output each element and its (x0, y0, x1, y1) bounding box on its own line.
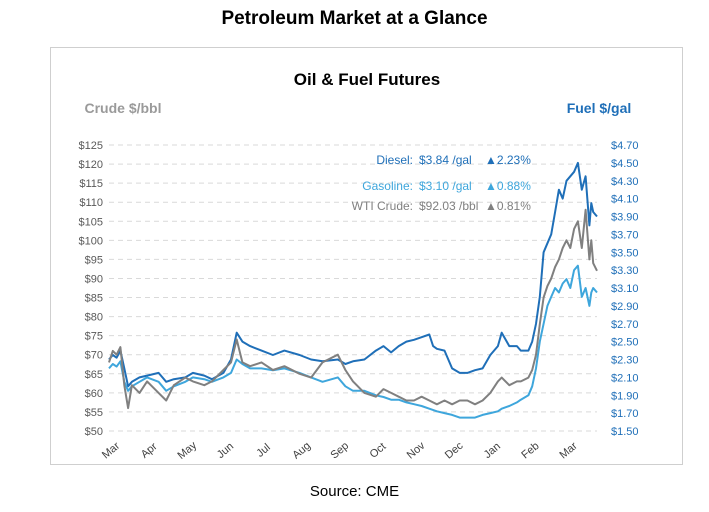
x-tick-label: Jan (482, 440, 503, 461)
y-right-tick-label: $1.50 (611, 426, 639, 438)
series-line-gasoline (108, 264, 598, 419)
y-left-tick-label: $70 (85, 350, 103, 362)
x-tick-label: Dec (443, 439, 466, 461)
y-left-tick-label: $95 (85, 254, 103, 266)
annotation-label: Diesel: (376, 153, 413, 167)
chart-title: Oil & Fuel Futures (294, 70, 440, 89)
annotation-change: ▲0.81% (485, 199, 531, 213)
x-tick-label: Feb (519, 440, 541, 461)
y-right-tick-label: $3.50 (611, 247, 639, 259)
y-right-tick-label: $4.30 (611, 176, 639, 188)
annotation-label: Gasoline: (362, 179, 413, 193)
y-right-tick-label: $2.10 (611, 372, 639, 384)
y-left-tick-label: $110 (79, 197, 103, 209)
y-right-tick-label: $2.30 (611, 355, 639, 367)
x-tick-labels: Mar Apr May Jun Jul Aug Sep Oct Nov Dec Jan Feb Mar (100, 439, 580, 462)
y-right-tick-label: $1.90 (611, 390, 639, 402)
source-note: Source: CME (309, 483, 400, 500)
series-line-wti-crude (108, 208, 598, 410)
y-left-tick-labels: $50 $55 $60 $65 $70 $75 $80 $85 $90 $95 $100 $105 $1… (79, 140, 103, 438)
x-tick-label: Jun (215, 440, 236, 461)
y-right-tick-label: $2.90 (611, 301, 639, 313)
x-tick-label: Jul (254, 442, 272, 460)
y-right-axis-title: Fuel $/gal (567, 100, 632, 116)
y-left-tick-label: $65 (85, 369, 103, 381)
x-tick-label: Apr (139, 440, 160, 460)
y-left-tick-label: $80 (85, 312, 103, 324)
y-left-tick-label: $75 (85, 331, 103, 343)
y-left-axis-title: Crude $/bbl (84, 100, 161, 116)
series-line-diesel (108, 161, 598, 388)
y-left-tick-label: $60 (85, 388, 103, 400)
x-tick-label: Oct (368, 441, 389, 461)
x-tick-label: Mar (557, 440, 579, 462)
annotation-value: $92.03 /bbl (419, 199, 478, 213)
price-annotations: Diesel: $3.84 /gal ▲2.23% Gasoline: $3.10 /g… (352, 153, 532, 213)
y-left-tick-label: $55 (85, 407, 103, 419)
y-right-tick-label: $2.70 (611, 319, 639, 331)
y-left-tick-label: $90 (85, 273, 103, 285)
y-left-tick-label: $85 (85, 293, 103, 305)
y-right-tick-label: $3.70 (611, 229, 639, 241)
y-right-tick-label: $3.90 (611, 212, 639, 224)
page-title: Petroleum Market at a Glance (221, 8, 488, 29)
y-left-tick-label: $105 (79, 216, 103, 228)
series-lines (108, 161, 598, 419)
y-left-tick-label: $125 (79, 140, 103, 152)
y-left-tick-label: $100 (79, 235, 103, 247)
annotation-label: WTI Crude: (352, 199, 413, 213)
y-right-tick-label: $4.10 (611, 194, 639, 206)
x-tick-label: May (176, 439, 200, 462)
annotation-value: $3.10 /gal (419, 179, 472, 193)
y-left-tick-label: $120 (79, 159, 103, 171)
y-right-tick-label: $2.50 (611, 337, 639, 349)
x-tick-label: Sep (328, 440, 351, 462)
oil-fuel-futures-chart: Oil & Fuel Futures Crude $/bbl Fuel $/ga… (79, 70, 639, 462)
y-right-tick-labels: $1.50 $1.70 $1.90 $2.10 $2.30 $2.50 $2.70 $2.90… (611, 140, 639, 438)
y-right-tick-label: $3.10 (611, 283, 639, 295)
x-tick-label: Mar (100, 440, 122, 462)
y-right-tick-label: $3.30 (611, 265, 639, 277)
y-right-tick-label: $4.50 (611, 158, 639, 170)
chart-panel: Oil & Fuel Futures Crude $/bbl Fuel $/ga… (50, 47, 683, 465)
annotation-change: ▲0.88% (485, 179, 531, 193)
x-tick-label: Nov (405, 439, 428, 461)
x-tick-label: Aug (290, 440, 313, 462)
y-left-tick-label: $115 (79, 178, 103, 190)
y-right-tick-label: $1.70 (611, 408, 639, 420)
annotation-value: $3.84 /gal (419, 153, 472, 167)
annotation-change: ▲2.23% (485, 153, 531, 167)
y-right-tick-label: $4.70 (611, 140, 639, 152)
gridlines (109, 144, 597, 432)
y-left-tick-label: $50 (85, 426, 103, 438)
